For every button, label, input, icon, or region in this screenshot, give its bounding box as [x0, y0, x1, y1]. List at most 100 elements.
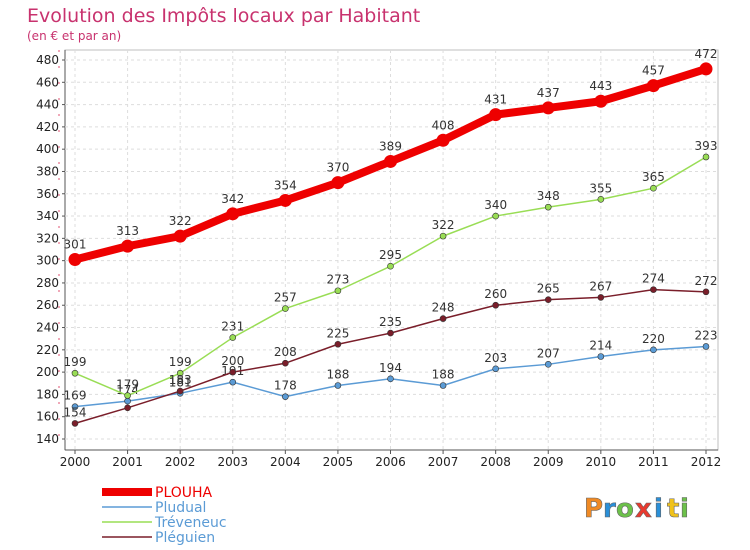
data-label: 340: [484, 198, 507, 212]
data-point: [124, 397, 131, 405]
data-point: [121, 239, 135, 253]
y-tick-label: 480: [36, 53, 59, 67]
data-point: [331, 176, 345, 190]
logo-letter: i: [654, 494, 663, 524]
data-point: [439, 232, 447, 240]
x-tick-label: 2001: [112, 455, 143, 469]
data-label: 178: [274, 379, 297, 393]
data-label: 472: [695, 47, 718, 61]
y-tick-label: 380: [36, 164, 59, 178]
data-point: [702, 343, 710, 350]
data-label: 393: [695, 139, 718, 153]
y-tick-label: 280: [36, 276, 59, 290]
data-point: [439, 315, 447, 322]
data-point: [282, 305, 289, 312]
y-tick-label: 240: [36, 321, 59, 335]
data-label: 267: [589, 279, 612, 293]
data-point: [387, 329, 394, 337]
data-label: 273: [326, 273, 349, 287]
data-label: 223: [695, 328, 718, 342]
data-point: [702, 288, 710, 296]
data-label: 179: [116, 378, 139, 392]
data-point: [384, 154, 397, 168]
data-label: 437: [537, 86, 560, 100]
data-point: [176, 387, 184, 395]
data-label: 408: [432, 118, 455, 132]
data-label: 431: [484, 93, 507, 107]
y-tick-label: 160: [36, 410, 59, 424]
data-point: [650, 346, 657, 354]
data-label: 313: [116, 224, 139, 238]
data-point: [124, 404, 131, 412]
data-label: 214: [589, 339, 612, 353]
data-label: 355: [589, 181, 612, 195]
x-tick-label: 2009: [533, 455, 564, 469]
y-tick-label: 220: [36, 343, 59, 357]
data-point: [387, 375, 394, 383]
x-tick-label: 2011: [638, 455, 669, 469]
data-point: [124, 392, 131, 399]
y-tick-label: 320: [36, 231, 59, 245]
data-point: [544, 203, 552, 211]
data-point: [68, 253, 82, 267]
data-point: [492, 365, 499, 373]
data-point: [278, 193, 292, 207]
y-tick-label: 260: [36, 298, 59, 312]
chart-title: Evolution des Impôts locaux par Habitant: [27, 5, 420, 27]
data-label: 265: [537, 282, 560, 296]
data-point: [541, 101, 555, 115]
legend-label: PLOUHA: [155, 485, 213, 501]
x-tick-label: 2012: [691, 455, 722, 469]
y-axis: 140 160 180 200 220 240 260 280 300 320 340 360 380 4…: [36, 53, 65, 446]
y-tick-label: 180: [36, 387, 59, 401]
x-tick-label: 2004: [270, 455, 301, 469]
data-label: 322: [432, 218, 455, 232]
logo-letter: x: [635, 494, 652, 524]
data-label: 225: [326, 326, 349, 340]
x-tick-label: 2003: [217, 455, 248, 469]
legend-label: Pludual: [155, 500, 206, 516]
y-tick-label: 400: [36, 142, 59, 156]
data-label: 200: [221, 354, 244, 368]
data-label: 235: [379, 315, 402, 329]
y-tick-label: 420: [36, 120, 59, 134]
data-label: 203: [484, 351, 507, 365]
data-label: 220: [642, 332, 665, 346]
series-plouha: 301 313 322 342 354 370 389 408 431 437 443 457 472: [64, 47, 718, 267]
data-point: [173, 229, 187, 243]
data-point: [492, 301, 499, 309]
data-label: 370: [326, 161, 349, 175]
data-label: 188: [432, 367, 455, 381]
data-label: 188: [326, 367, 349, 381]
x-axis: 2000 2001 2002 2003 2004 2005 2006 2007 2008 2009…: [60, 450, 722, 469]
y-tick-label: 360: [36, 187, 59, 201]
data-point: [544, 296, 552, 303]
logo-letter: P: [584, 494, 603, 524]
logo-letter: o: [616, 494, 634, 524]
data-label: 208: [274, 345, 297, 359]
data-point: [597, 294, 605, 301]
data-point: [176, 369, 184, 377]
data-point: [71, 420, 79, 427]
data-point: [702, 153, 710, 161]
data-label: 272: [695, 274, 718, 288]
x-tick-label: 2007: [428, 455, 459, 469]
series-layer: 1691741811911781881941882032072142202231…: [64, 47, 718, 427]
data-label: 342: [221, 192, 244, 206]
series-tréveneuc: 199 179 199 231 257 273 295 322 340 348 355 365 393: [64, 139, 718, 399]
plot-area: [58, 49, 719, 451]
data-label: 181: [169, 375, 192, 389]
y-tick-label: 340: [36, 209, 59, 223]
data-point: [594, 94, 608, 108]
legend-label: Pléguien: [155, 530, 215, 546]
data-point: [229, 378, 237, 386]
logo-letter: t: [667, 494, 679, 524]
data-label: 354: [274, 178, 297, 192]
data-label: 295: [379, 248, 402, 262]
data-label: 443: [589, 79, 612, 93]
data-label: 248: [432, 301, 455, 315]
